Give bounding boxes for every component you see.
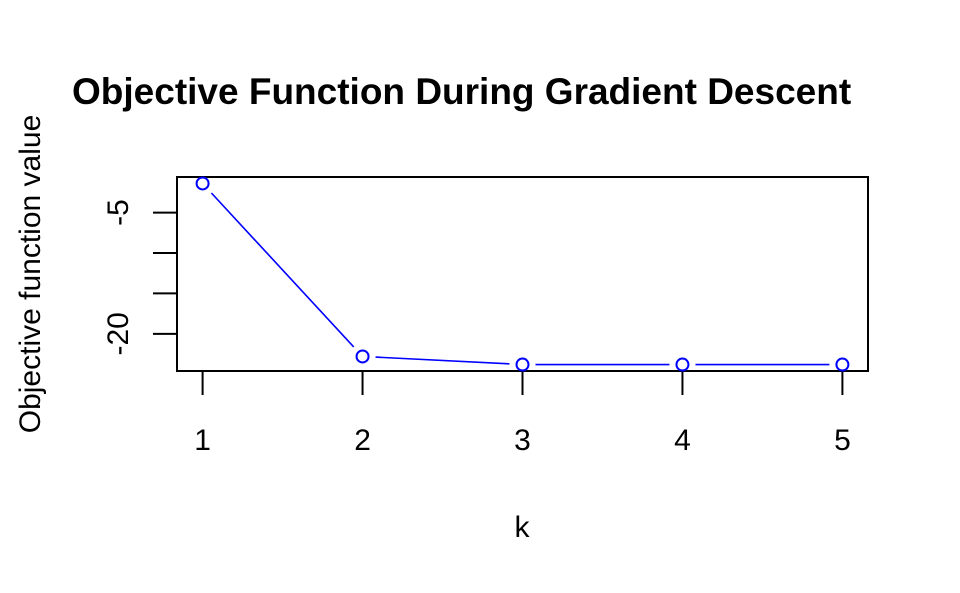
plot-frame (176, 176, 869, 372)
data-point (355, 349, 370, 364)
series-line-segment (375, 356, 510, 365)
series (195, 176, 850, 372)
series-line-segment (210, 192, 355, 348)
y-tick-label: -20 (102, 312, 135, 355)
y-tick-label: -5 (102, 199, 135, 226)
x-tick-label: 2 (354, 424, 371, 457)
x-tick-label: 4 (674, 424, 691, 457)
data-point (515, 357, 530, 372)
x-tick-label: 5 (834, 424, 851, 457)
y-axis-label: Objective function value (14, 115, 47, 434)
x-axis-label: k (515, 511, 531, 544)
data-point (835, 357, 850, 372)
data-point (675, 357, 690, 372)
y-axis: -5 -20 (102, 199, 178, 355)
x-tick-label: 1 (194, 424, 211, 457)
x-axis: 1 2 3 4 5 (194, 370, 851, 457)
chart-title: Objective Function During Gradient Desce… (72, 71, 851, 112)
x-tick-label: 3 (514, 424, 531, 457)
data-point (195, 176, 210, 191)
